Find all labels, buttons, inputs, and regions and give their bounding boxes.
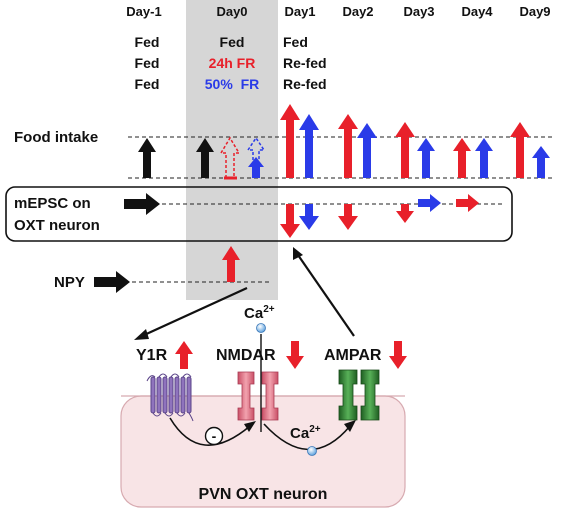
up-arrow	[532, 146, 550, 178]
food-intake-arrows	[138, 104, 550, 180]
condition-24h-fr: 24h FR	[209, 55, 256, 71]
up-arrow	[395, 122, 415, 178]
condition-label: Fed	[135, 76, 160, 92]
up-arrow	[138, 138, 156, 178]
up-arrow	[417, 138, 435, 178]
ca-ion-label-bottom: Ca2+	[290, 424, 321, 442]
up-arrow	[453, 138, 471, 178]
day-header: Day-1	[126, 4, 161, 19]
nmdar-receptor-icon	[237, 371, 279, 421]
ca-ion-label-top: Ca2+	[244, 304, 275, 322]
up-arrow	[357, 123, 377, 178]
y1r-label: Y1R	[136, 347, 168, 364]
up-arrow	[510, 122, 530, 178]
up-arrow-dashed	[246, 136, 266, 160]
inhibition-curve	[169, 417, 256, 446]
mepsc-label-line1: mEPSC on	[14, 195, 91, 212]
connector-npy-to-y1r	[134, 286, 248, 340]
ampar-receptor-icon	[338, 369, 380, 421]
condition-label: Fed	[283, 34, 308, 50]
nmdar-down-arrow	[286, 341, 304, 369]
condition-50-fr: 50% FR	[205, 76, 259, 92]
up-arrow	[196, 138, 214, 178]
day-header: Day3	[403, 4, 434, 19]
npy-pointer-arrow	[94, 271, 130, 293]
mepsc-arrows	[280, 194, 479, 238]
ca-ion-top	[256, 323, 266, 333]
y1r-up-arrow	[175, 341, 193, 369]
down-arrow	[299, 204, 319, 230]
down-arrow	[338, 204, 358, 230]
day-header: Day9	[519, 4, 550, 19]
up-arrow	[338, 114, 358, 178]
condition-label: Fed	[135, 55, 160, 71]
right-arrow	[418, 194, 441, 212]
ca-ion-bottom	[307, 446, 317, 456]
ampar-label: AMPAR	[324, 347, 382, 364]
up-arrow-dashed	[219, 136, 241, 178]
nmdar-label: NMDAR	[216, 347, 276, 364]
condition-label: Re-fed	[283, 55, 327, 71]
npy-label: NPY	[54, 274, 85, 291]
right-arrow	[456, 194, 479, 212]
ampar-down-arrow	[389, 341, 407, 369]
day-header: Day0	[216, 4, 247, 19]
cell-label: PVN OXT neuron	[199, 486, 328, 503]
connector-ampar-to-mepsc	[293, 247, 355, 337]
day-header: Day2	[342, 4, 373, 19]
down-arrow	[280, 204, 300, 238]
up-arrow	[248, 157, 264, 178]
condition-label: Fed	[220, 34, 245, 50]
npy-up-arrow	[222, 246, 240, 282]
condition-label: Re-fed	[283, 76, 327, 92]
day-header: Day4	[461, 4, 493, 19]
up-arrow	[280, 104, 300, 178]
inhibit-symbol-circle	[204, 426, 224, 446]
y1r-receptor-icon	[146, 373, 194, 422]
down-arrow	[396, 204, 414, 223]
food-intake-label: Food intake	[14, 129, 98, 146]
day-header: Day1	[284, 4, 315, 19]
up-arrow	[299, 114, 319, 178]
mepsc-label-line2: OXT neuron	[14, 217, 100, 234]
condition-label: Fed	[135, 34, 160, 50]
inhibit-symbol: -	[212, 428, 217, 444]
mepsc-pointer-arrow	[124, 193, 160, 215]
up-arrow	[475, 138, 493, 178]
mepsc-box	[5, 186, 513, 242]
